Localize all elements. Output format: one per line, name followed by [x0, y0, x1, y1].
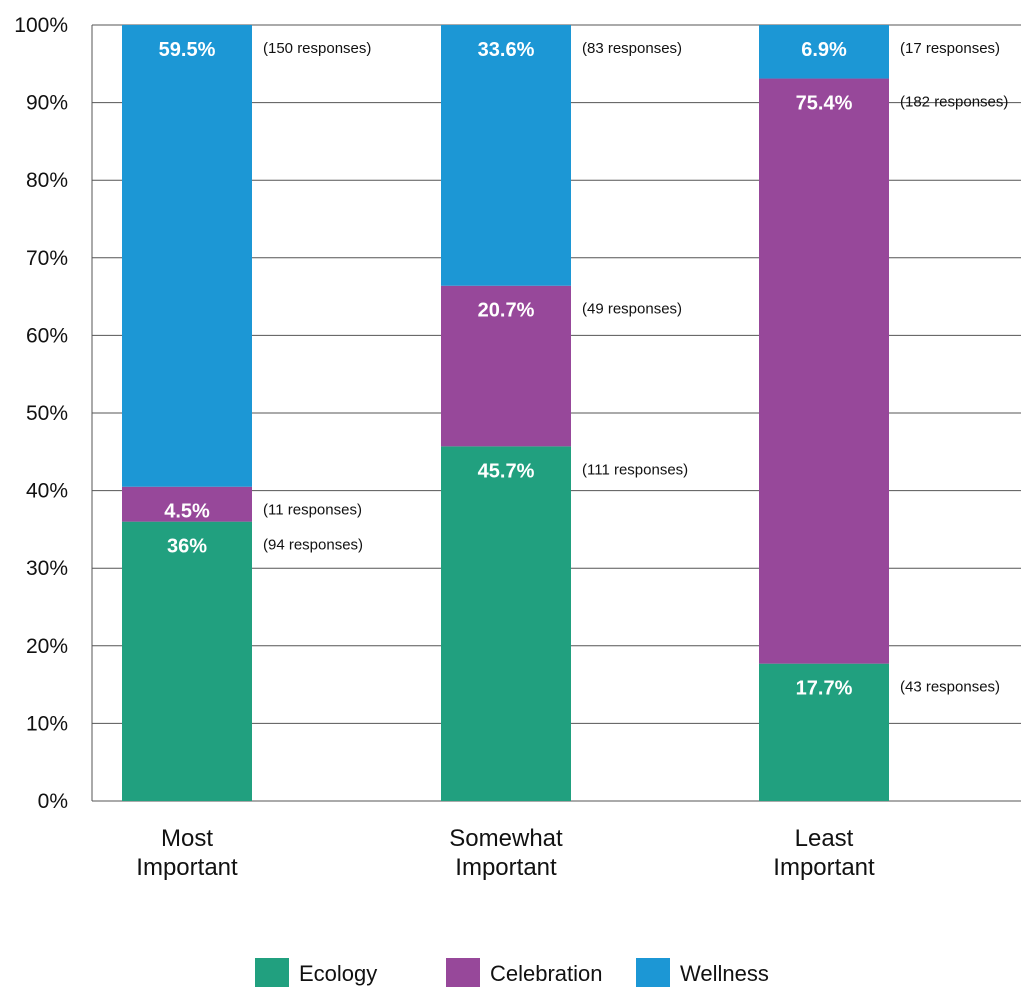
y-tick-label: 90%: [26, 92, 68, 115]
bar-segment-ecology: [759, 663, 889, 801]
legend-swatch-ecology: [255, 958, 289, 987]
x-axis: MostImportantSomewhatImportantLeastImpor…: [136, 825, 875, 881]
y-tick-label: 10%: [26, 712, 68, 735]
y-tick-label: 30%: [26, 557, 68, 580]
y-tick-label: 20%: [26, 635, 68, 658]
legend-label: Wellness: [680, 961, 769, 986]
bar-segment-wellness: [441, 25, 571, 286]
bar-segment-wellness: [122, 25, 252, 487]
category-label: Most: [161, 825, 213, 852]
response-count-label: (150 responses): [263, 40, 371, 57]
y-tick-label: 100%: [14, 14, 68, 37]
response-count-label: (182 responses): [900, 94, 1008, 111]
response-count-label: (49 responses): [582, 301, 682, 318]
bar-value-label: 17.7%: [796, 678, 853, 700]
response-count-label: (111 responses): [582, 461, 688, 478]
response-count-label: (83 responses): [582, 40, 682, 57]
y-tick-label: 60%: [26, 324, 68, 347]
y-tick-label: 40%: [26, 480, 68, 503]
legend-swatch-celebration: [446, 958, 480, 987]
bar-segment-ecology: [441, 446, 571, 801]
legend: Ecology Celebration Wellness: [255, 958, 769, 987]
category-label: Important: [136, 854, 238, 881]
category-label: Important: [773, 854, 875, 881]
bar-value-label: 33.6%: [478, 39, 535, 61]
legend-label: Celebration: [490, 961, 603, 986]
y-tick-label: 80%: [26, 169, 68, 192]
y-tick-label: 50%: [26, 402, 68, 425]
y-tick-label: 0%: [38, 790, 68, 813]
bar-segment-wellness: [759, 25, 889, 79]
bar-value-label: 6.9%: [801, 39, 847, 61]
bar-value-label: 4.5%: [164, 501, 210, 523]
category-label: Somewhat: [449, 825, 563, 852]
bar-segment-celebration: [122, 486, 252, 522]
bar-value-label: 36%: [167, 536, 207, 558]
bars: [122, 25, 889, 801]
category-label: Least: [795, 825, 854, 852]
response-count-label: (17 responses): [900, 40, 1000, 57]
response-count-label: (43 responses): [900, 679, 1000, 696]
legend-swatch-wellness: [636, 958, 670, 987]
bar-segment-ecology: [122, 521, 252, 801]
bar-segment-celebration: [759, 78, 889, 664]
category-label: Important: [455, 854, 557, 881]
bar-segment-celebration: [441, 285, 571, 447]
bar-value-label: 45.7%: [478, 460, 535, 482]
response-count-label: (94 responses): [263, 537, 363, 554]
legend-label: Ecology: [299, 961, 377, 986]
bar-value-label: 75.4%: [796, 93, 853, 115]
bar-labels: 36% 4.5% 59.5% 45.7% 20.7% 33.6% 17.7% 75.4% 6.9…: [159, 39, 853, 700]
bar-value-label: 59.5%: [159, 39, 216, 61]
y-tick-label: 70%: [26, 247, 68, 270]
response-count-label: (11 responses): [263, 502, 362, 519]
bar-value-label: 20.7%: [478, 300, 535, 322]
response-labels: (94 responses) (11 responses) (150 respons…: [263, 40, 1008, 696]
